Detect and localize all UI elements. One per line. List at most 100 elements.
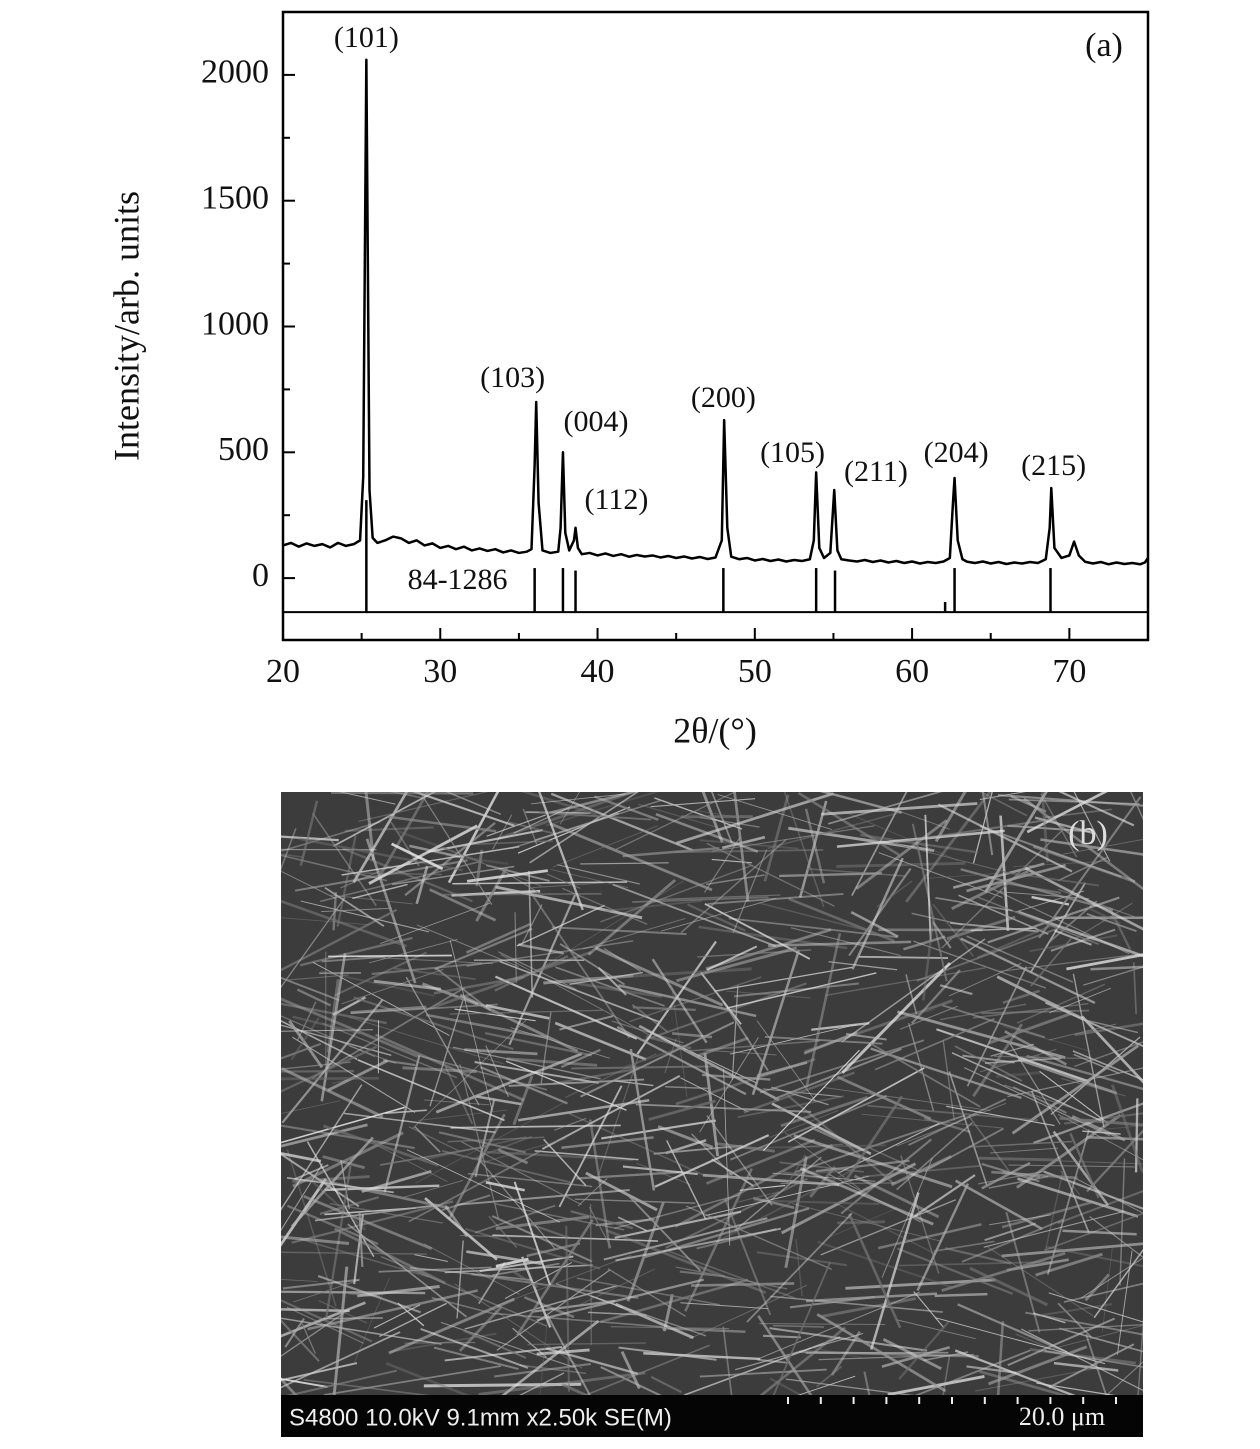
fiber bbox=[650, 1375, 682, 1394]
fiber bbox=[500, 954, 651, 1036]
fiber bbox=[913, 1291, 945, 1328]
fiber bbox=[902, 1009, 936, 1019]
fiber bbox=[999, 891, 1089, 899]
y-tick-label: 500 bbox=[218, 431, 269, 468]
fiber bbox=[485, 1045, 510, 1098]
fiber bbox=[1059, 1116, 1143, 1127]
fiber bbox=[569, 971, 643, 986]
fiber bbox=[804, 999, 953, 1054]
fiber bbox=[617, 1216, 648, 1232]
fiber bbox=[651, 958, 708, 1044]
fiber bbox=[851, 857, 904, 970]
peak-label: (112) bbox=[584, 483, 648, 516]
fiber bbox=[348, 1016, 504, 1065]
fiber bbox=[516, 904, 605, 947]
fiber bbox=[513, 806, 570, 834]
fiber bbox=[636, 1162, 691, 1186]
fiber bbox=[807, 1346, 863, 1359]
fiber bbox=[352, 792, 409, 884]
fiber bbox=[934, 792, 967, 843]
fiber bbox=[328, 954, 452, 958]
fiber bbox=[732, 849, 768, 933]
fiber bbox=[788, 826, 935, 853]
fiber bbox=[474, 1204, 556, 1234]
fiber bbox=[898, 810, 950, 830]
fiber bbox=[966, 966, 1028, 1087]
fiber bbox=[723, 1068, 731, 1246]
fiber bbox=[654, 1134, 770, 1188]
fiber bbox=[706, 945, 758, 971]
x-tick-label: 40 bbox=[581, 653, 615, 690]
fiber bbox=[418, 1109, 508, 1121]
fiber bbox=[457, 1189, 630, 1206]
fiber bbox=[281, 1002, 387, 1025]
fiber bbox=[1083, 966, 1143, 986]
fiber bbox=[978, 1156, 1062, 1162]
fiber bbox=[1023, 797, 1143, 891]
fiber bbox=[1048, 1343, 1135, 1389]
fiber bbox=[570, 1210, 634, 1230]
fiber bbox=[903, 935, 946, 951]
fiber bbox=[444, 1346, 563, 1362]
fiber bbox=[820, 1199, 957, 1256]
fiber bbox=[487, 1150, 633, 1162]
fiber bbox=[561, 1136, 654, 1150]
fiber bbox=[933, 1240, 995, 1253]
fiber bbox=[555, 966, 665, 1007]
fiber bbox=[762, 1088, 842, 1098]
fiber bbox=[281, 997, 418, 1058]
fiber bbox=[756, 1020, 817, 1102]
fiber bbox=[555, 1283, 707, 1337]
fiber bbox=[281, 1279, 318, 1282]
fiber bbox=[281, 1235, 350, 1246]
fiber bbox=[680, 838, 787, 934]
fiber bbox=[781, 1162, 917, 1235]
fiber bbox=[327, 1059, 388, 1092]
fiber bbox=[286, 1204, 379, 1246]
fiber bbox=[988, 1011, 1074, 1045]
fiber bbox=[441, 1194, 491, 1211]
fiber bbox=[371, 962, 483, 975]
fiber bbox=[1086, 906, 1121, 925]
fiber bbox=[989, 1214, 1051, 1226]
fiber bbox=[281, 1319, 320, 1362]
fiber bbox=[610, 1326, 730, 1330]
fiber bbox=[434, 927, 533, 971]
fiber bbox=[281, 1076, 379, 1081]
fiber bbox=[844, 811, 959, 862]
fiber bbox=[657, 1125, 714, 1149]
fiber bbox=[433, 975, 525, 995]
fiber bbox=[620, 1350, 641, 1390]
fiber bbox=[710, 792, 733, 844]
fiber bbox=[597, 1057, 639, 1176]
fiber bbox=[408, 1149, 542, 1223]
fiber bbox=[1025, 1311, 1143, 1336]
fiber bbox=[1011, 1044, 1140, 1135]
fiber bbox=[374, 1033, 525, 1102]
fiber bbox=[383, 1055, 421, 1193]
fiber bbox=[449, 1009, 603, 1015]
fiber bbox=[358, 872, 442, 876]
fiber bbox=[288, 1019, 324, 1069]
fiber bbox=[828, 961, 898, 971]
fiber bbox=[478, 1371, 646, 1395]
fiber bbox=[914, 1174, 976, 1217]
fiber bbox=[486, 814, 546, 837]
peak-label: (200) bbox=[691, 381, 756, 414]
fiber bbox=[737, 1190, 782, 1203]
fiber bbox=[882, 1338, 942, 1371]
fiber bbox=[281, 1299, 373, 1343]
fiber bbox=[739, 1184, 786, 1191]
fiber bbox=[424, 1197, 498, 1261]
fiber bbox=[925, 872, 1009, 879]
fiber bbox=[758, 902, 868, 932]
fiber bbox=[459, 1064, 500, 1219]
peak-label: (105) bbox=[760, 436, 825, 469]
fiber bbox=[703, 1053, 720, 1157]
fiber bbox=[322, 1155, 366, 1170]
fiber bbox=[615, 1080, 654, 1087]
fiber bbox=[898, 1261, 1054, 1267]
fiber bbox=[797, 792, 900, 856]
fiber bbox=[443, 892, 602, 896]
fiber bbox=[939, 984, 973, 996]
